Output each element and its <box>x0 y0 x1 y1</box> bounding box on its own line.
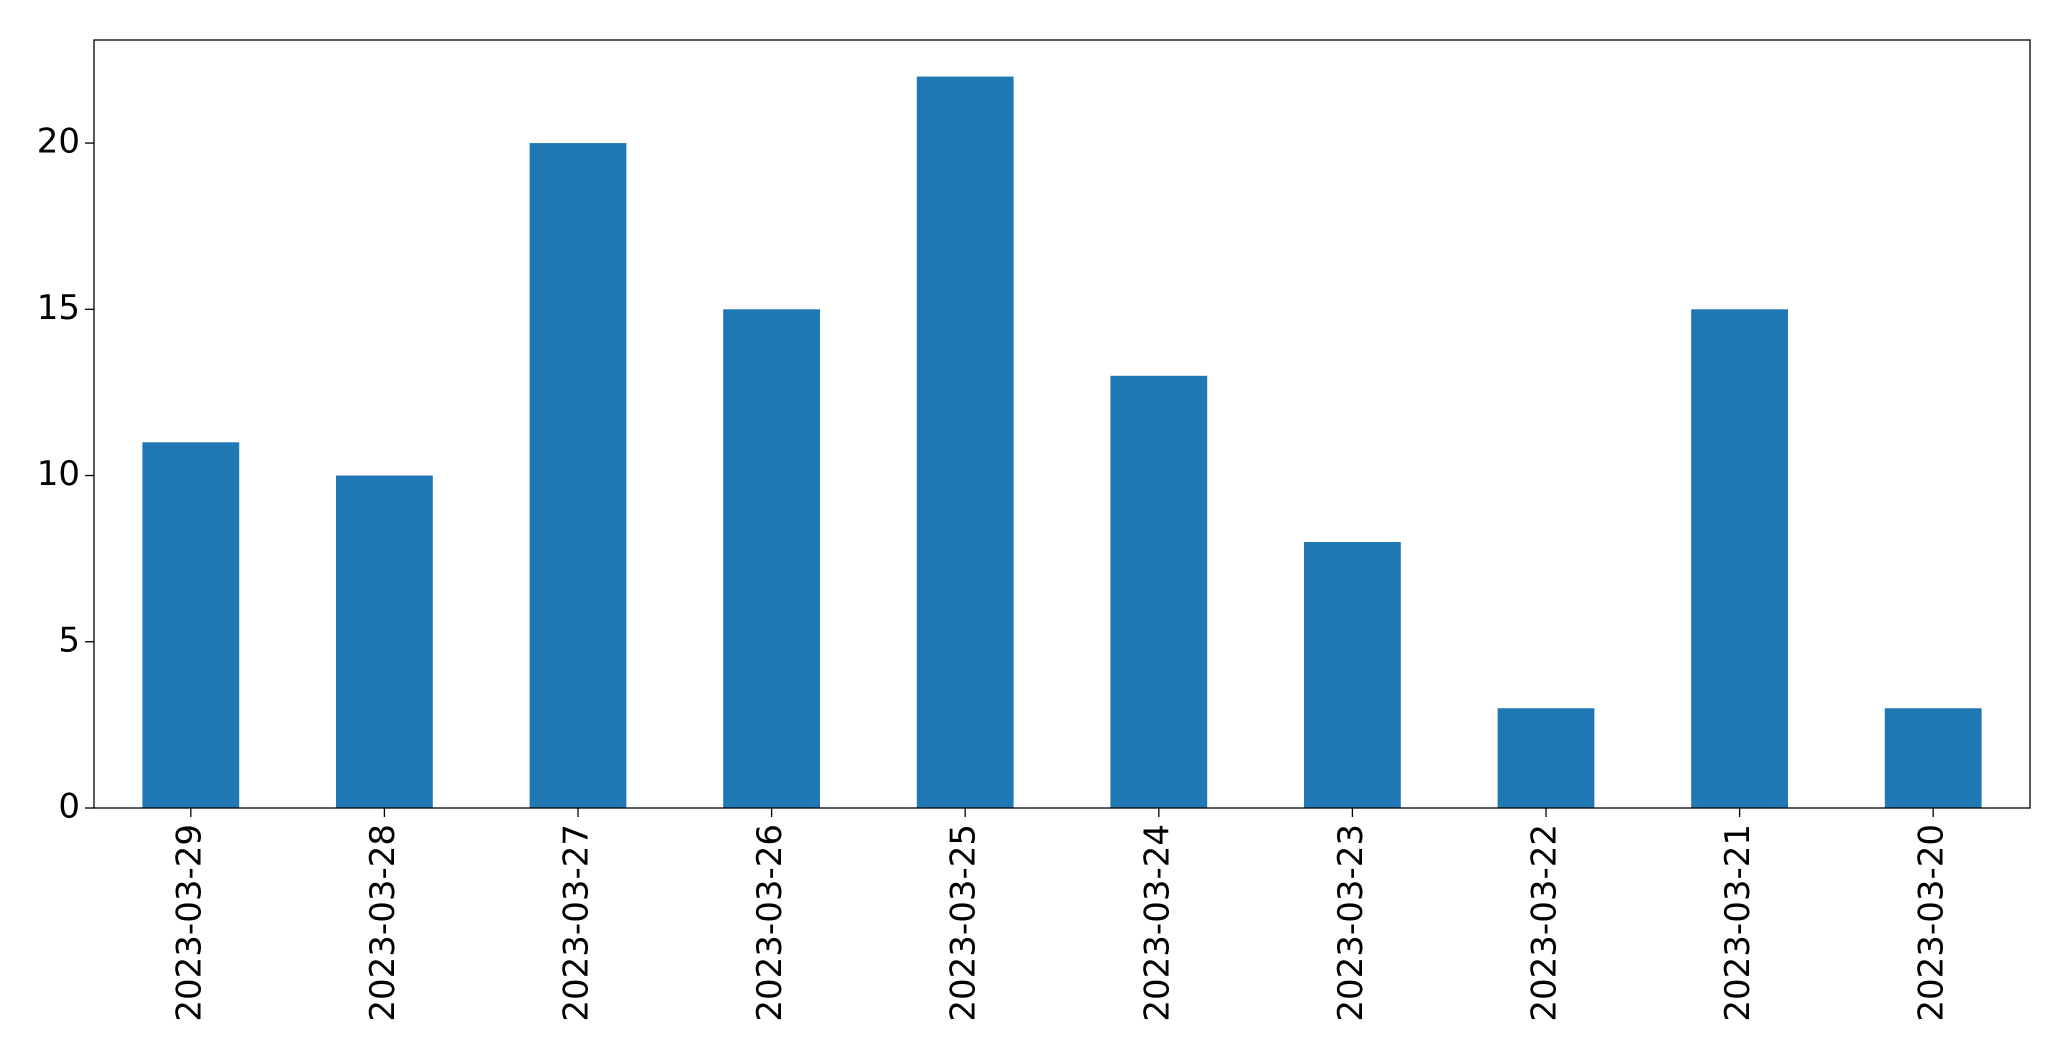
x-tick-label: 2023-03-28 <box>363 824 403 1022</box>
x-tick-label: 2023-03-22 <box>1525 824 1565 1022</box>
y-tick-label: 15 <box>37 288 80 328</box>
x-tick-label: 2023-03-29 <box>169 824 209 1022</box>
bar <box>1110 375 1208 808</box>
plot-frame <box>93 39 2031 809</box>
y-tick-label: 0 <box>58 787 80 827</box>
bar <box>529 143 627 808</box>
bar <box>336 475 433 808</box>
y-tick-label: 20 <box>37 122 80 162</box>
bar <box>916 76 1014 809</box>
x-tick-label: 2023-03-20 <box>1912 824 1952 1022</box>
bar <box>1884 708 1982 808</box>
bar <box>1497 708 1595 808</box>
bar <box>1304 542 1401 808</box>
x-tick-label: 2023-03-27 <box>557 824 597 1022</box>
x-tick-label: 2023-03-25 <box>944 824 984 1022</box>
bar <box>1691 309 1788 808</box>
y-tick-label: 5 <box>58 620 80 660</box>
x-tick-label: 2023-03-24 <box>1137 824 1177 1022</box>
x-tick-label: 2023-03-21 <box>1718 824 1758 1022</box>
bar <box>142 442 240 808</box>
x-tick-label: 2023-03-26 <box>750 824 790 1022</box>
x-tick-label: 2023-03-23 <box>1331 824 1371 1022</box>
bar <box>723 309 820 808</box>
y-tick-label: 10 <box>37 454 80 494</box>
